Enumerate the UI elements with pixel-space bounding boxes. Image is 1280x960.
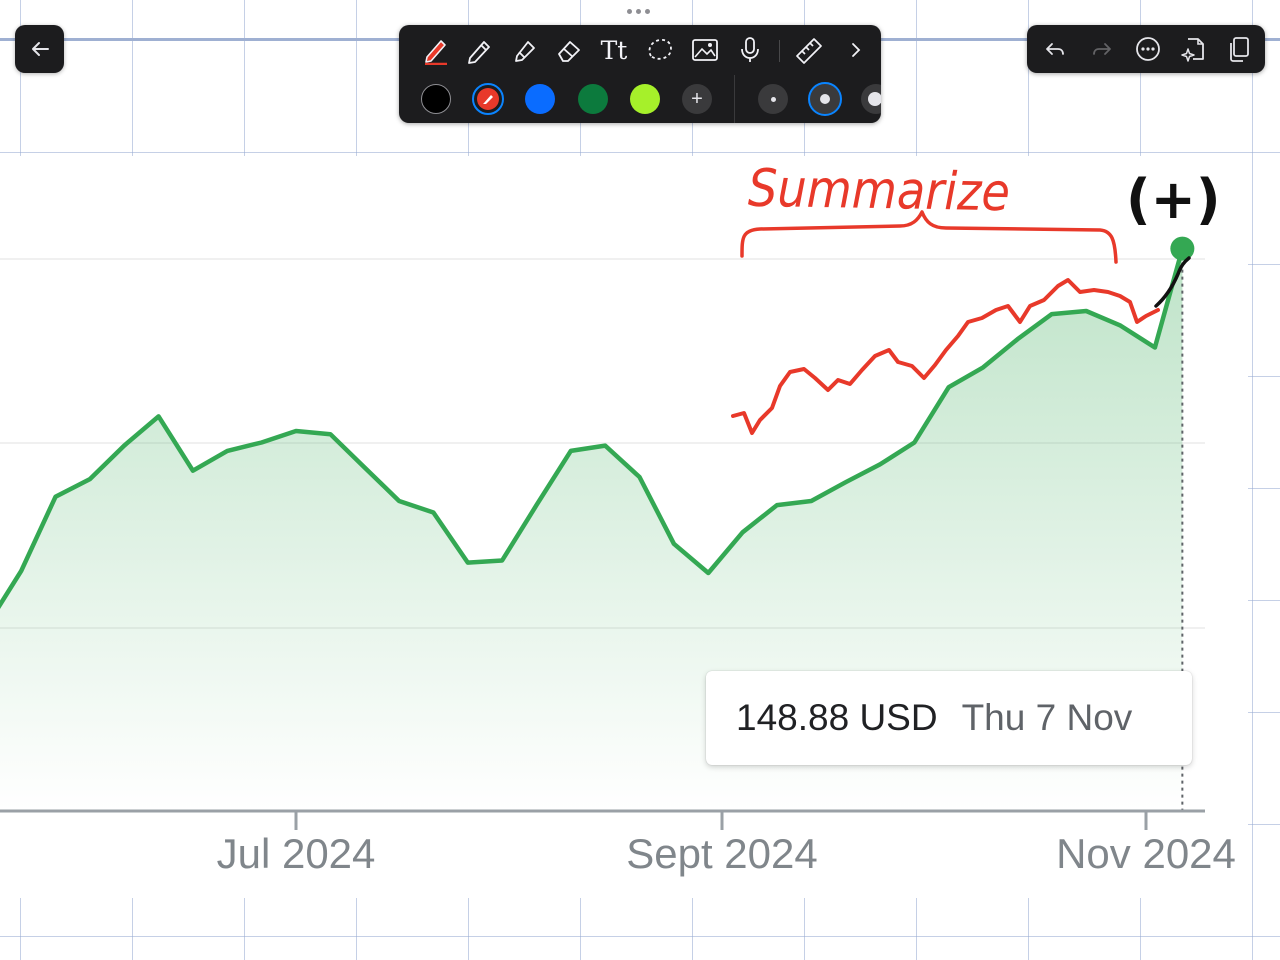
undo-button[interactable] [1038,32,1072,66]
ruler-icon [796,38,822,64]
stroke-dot-icon [820,94,830,104]
chart-area-fill [0,248,1183,811]
toolbar-divider [734,75,735,123]
ai-page-button[interactable] [1177,32,1211,66]
tooltip-date: Thu 7 Nov [961,697,1133,738]
stroke-dot-icon [868,92,881,106]
eraser-icon [558,41,580,62]
marker-tool-button[interactable] [507,33,541,67]
back-button[interactable] [15,25,64,73]
color-row: + [399,75,881,123]
color-swatch-red-selected[interactable] [472,83,504,115]
microphone-icon [741,37,759,62]
undo-icon [1046,43,1064,55]
text-tool-button[interactable]: Tt [597,33,631,67]
chart-price-line [0,247,1185,609]
last-point-marker[interactable] [1170,236,1195,261]
x-tick-label-jul: Jul 2024 [216,830,376,877]
marker-icon [515,41,535,62]
pencil-icon [468,41,490,64]
pencil-small-icon [483,95,493,104]
more-tools-button[interactable] [839,33,873,67]
toolbar-divider [779,40,780,62]
color-swatch-blue[interactable] [525,84,555,114]
pages-button[interactable] [1222,32,1256,66]
image-icon [692,39,718,61]
document-toolbar [1027,25,1265,73]
lasso-icon [648,39,672,60]
chart-tooltip: 148.88 USD Thu 7 Nov [706,671,1192,765]
color-swatch-black[interactable] [421,84,451,114]
more-icon [1136,37,1160,61]
more-options-button[interactable] [1131,32,1165,66]
stroke-dot-icon [770,96,776,102]
drawing-toolbar: Tt [399,25,881,123]
stroke-size-medium-selected[interactable] [808,82,842,116]
pen-tool-button[interactable] [418,33,452,67]
stroke-size-large[interactable] [861,84,881,114]
stock-chart [0,236,1205,830]
color-swatch-lime[interactable] [630,84,660,114]
arrow-left-icon [31,42,49,56]
redo-button[interactable] [1085,32,1119,66]
chevron-right-icon [852,43,861,57]
ai-page-icon [1181,38,1204,62]
color-swatch-green[interactable] [578,84,608,114]
handwritten-summarize: Summarize [747,159,1010,224]
text-icon: Tt [600,35,628,65]
tooltip-value: 148.88 USD [736,697,938,738]
handwritten-curly-brace [740,210,1118,264]
toolbar-drag-handle[interactable] [622,6,654,16]
eraser-tool-button[interactable] [552,33,586,67]
redo-icon [1093,43,1111,55]
add-color-button[interactable]: + [682,84,712,114]
ruler-tool-button[interactable] [792,33,826,67]
x-tick-label-nov: Nov 2024 [1056,830,1236,877]
stroke-size-small[interactable] [758,84,788,114]
handwritten-black-trace [1154,256,1191,308]
image-tool-button[interactable] [688,33,722,67]
pages-icon [1230,37,1249,62]
microphone-tool-button[interactable] [733,33,767,67]
pencil-tool-button[interactable] [462,33,496,67]
handwritten-red-trace [731,278,1160,435]
pen-icon [425,40,447,65]
lasso-tool-button[interactable] [643,33,677,67]
x-tick-label-sept: Sept 2024 [626,830,818,877]
chart-card [0,156,1248,898]
tool-row: Tt [399,25,881,75]
handwritten-plus: (+) [1126,168,1221,231]
